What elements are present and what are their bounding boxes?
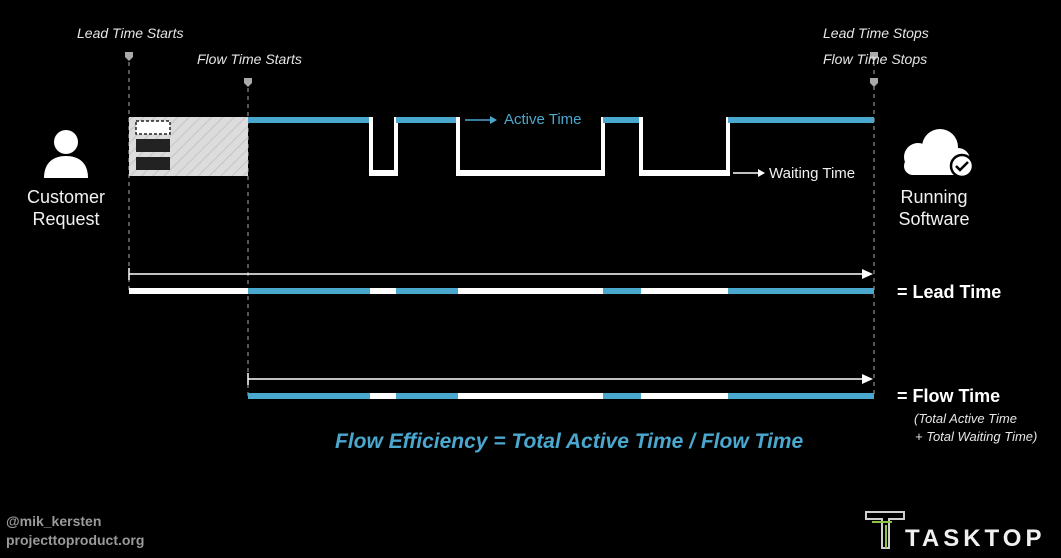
- waiting-segment: [129, 288, 248, 294]
- waiting-segment: [369, 170, 396, 176]
- flow-time-arrowhead: [862, 374, 873, 384]
- flow-start-marker: [244, 78, 252, 87]
- lead-stop-marker: [870, 52, 878, 61]
- step-edge: [394, 117, 398, 176]
- waiting-segment: [458, 288, 603, 294]
- waiting-segment: [458, 170, 604, 176]
- active-segment: [248, 288, 370, 294]
- flow-time-note-line1: (Total Active Time: [914, 411, 1017, 426]
- running-software-label: Running Software: [878, 186, 990, 230]
- waiting-segment: [370, 393, 396, 399]
- active-segment: [396, 117, 458, 123]
- credits: @mik_kersten projecttoproduct.org: [6, 512, 144, 550]
- flow-time-note: (Total Active Time + Total Waiting Time): [914, 410, 1037, 446]
- lead-time-label: = Lead Time: [897, 282, 1002, 302]
- active-time-arrowhead: [490, 116, 497, 124]
- software-line2: Software: [898, 209, 970, 229]
- customer-icon: [44, 130, 88, 178]
- waiting-time-arrowhead: [758, 169, 765, 177]
- step-edge: [639, 117, 643, 176]
- active-segment: [396, 393, 458, 399]
- waiting-time-legend: Waiting Time: [769, 165, 856, 182]
- active-segment: [603, 288, 641, 294]
- lead-time-starts-label: Lead Time Starts: [77, 25, 184, 41]
- flow-time-starts-label: Flow Time Starts: [197, 51, 302, 67]
- customer-request-label: Customer Request: [10, 186, 122, 230]
- lead-start-marker: [125, 52, 133, 61]
- step-edge: [601, 117, 605, 176]
- customer-line2: Request: [32, 209, 100, 229]
- software-line1: Running: [900, 187, 968, 207]
- cloud-check-icon: [904, 129, 975, 179]
- queue-item: [136, 157, 170, 170]
- queue-item: [136, 139, 170, 152]
- step-edge: [369, 117, 373, 176]
- active-segment: [603, 393, 641, 399]
- flow-stop-marker: [870, 78, 878, 87]
- waiting-segment: [370, 288, 396, 294]
- author-handle: @mik_kersten: [6, 513, 102, 529]
- active-segment: [728, 117, 874, 123]
- activity-timeline: [248, 117, 874, 176]
- step-edge: [456, 117, 460, 176]
- waiting-segment: [641, 393, 728, 399]
- waiting-segment: [458, 393, 603, 399]
- active-segment: [728, 393, 874, 399]
- active-segment: [603, 117, 641, 123]
- flow-time-label: = Flow Time: [897, 386, 1001, 406]
- active-segment: [248, 393, 370, 399]
- active-segment: [396, 288, 458, 294]
- tasktop-wordmark: TASKTOP: [905, 525, 1046, 552]
- step-edge: [726, 117, 730, 176]
- flow-time-note-line2: + Total Waiting Time): [915, 429, 1038, 444]
- lead-time-stops-label: Lead Time Stops: [823, 25, 929, 41]
- queue-item-pending: [135, 120, 171, 135]
- active-time-legend: Active Time: [504, 111, 582, 128]
- waiting-segment: [641, 170, 728, 176]
- flow-efficiency-formula: Flow Efficiency = Total Active Time / Fl…: [335, 430, 804, 453]
- tasktop-logo-icon: [865, 511, 905, 549]
- lead-time-arrowhead: [862, 269, 873, 279]
- active-segment: [728, 288, 874, 294]
- customer-line1: Customer: [26, 187, 106, 207]
- active-segment: [248, 117, 372, 123]
- lead-time-bar: [129, 288, 874, 294]
- waiting-segment: [641, 288, 728, 294]
- website-link: projecttoproduct.org: [6, 532, 145, 548]
- flow-time-stops-label: Flow Time Stops: [823, 51, 928, 67]
- flow-time-bar: [248, 393, 874, 399]
